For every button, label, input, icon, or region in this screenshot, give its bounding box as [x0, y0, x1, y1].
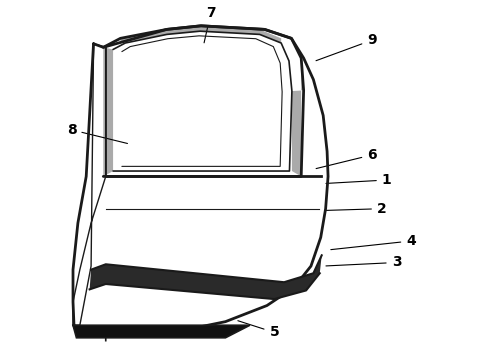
Text: 8: 8	[67, 123, 127, 144]
Text: 9: 9	[316, 33, 377, 61]
Text: 4: 4	[331, 234, 416, 249]
Text: 6: 6	[316, 148, 377, 168]
Polygon shape	[90, 255, 322, 299]
Text: 7: 7	[204, 6, 216, 43]
Text: 2: 2	[326, 202, 387, 216]
Polygon shape	[73, 325, 250, 338]
Text: 1: 1	[326, 173, 392, 187]
Text: 5: 5	[238, 321, 279, 339]
Polygon shape	[103, 47, 113, 176]
Polygon shape	[292, 39, 304, 176]
Text: 3: 3	[326, 256, 401, 270]
Polygon shape	[121, 26, 281, 43]
